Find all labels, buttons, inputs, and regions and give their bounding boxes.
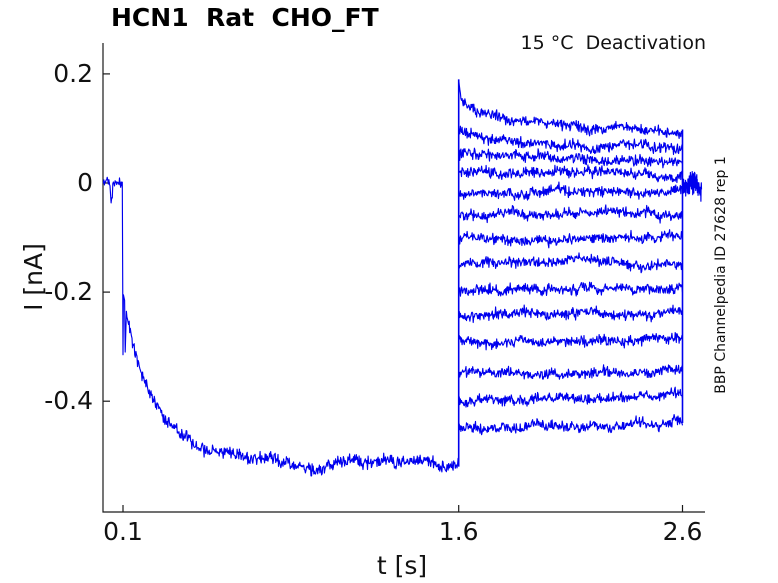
y-tick-label: -0.4 <box>44 386 93 416</box>
x-tick-label: 0.1 <box>103 517 143 546</box>
watermark-text: BBP Channelpedia ID 27628 rep 1 <box>713 156 729 394</box>
temperature-protocol-annotation: 15 °C Deactivation <box>520 32 706 54</box>
y-tick-label: 0.2 <box>53 58 93 88</box>
x-axis-label: t [s] <box>376 551 428 580</box>
y-tick-label: -0.2 <box>44 277 93 307</box>
x-tick-label: 2.6 <box>662 517 703 546</box>
chart-title: HCN1 Rat CHO_FT <box>111 3 379 32</box>
x-tick-label: 1.6 <box>438 517 479 546</box>
y-tick-label: 0 <box>77 168 93 197</box>
